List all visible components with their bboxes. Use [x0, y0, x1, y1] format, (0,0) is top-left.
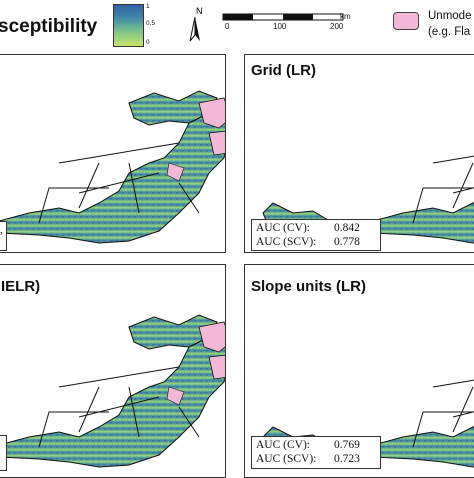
unmodelled-swatch	[393, 12, 419, 30]
susceptibility-map-bottom-left	[0, 314, 225, 468]
unmodelled-example-label: (e.g. Fla	[428, 26, 471, 38]
auc-scv-value: 0.778	[334, 236, 360, 248]
auc-box-fragment: ,	[0, 221, 7, 251]
unmodelled-label: Unmode	[428, 10, 472, 22]
susceptibility-colorbar	[113, 4, 144, 47]
auc-scv-value: 0.723	[334, 453, 360, 465]
susceptibility-map-top-left	[0, 90, 225, 244]
panel-grid-lr: Grid (LR) AUC (CV): 0.842 AUC (SCV): 0.778	[244, 54, 474, 253]
auc-scv-label: AUC (SCV):	[256, 453, 317, 465]
auc-box-grid-lr: AUC (CV): 0.842 AUC (SCV): 0.778	[251, 219, 381, 251]
scale-tick-100: 100	[273, 22, 287, 31]
panel-slope-units-lr: Slope units (LR) AUC (CV): 0.769 AUC (SCV…	[244, 264, 474, 478]
scale-tick-0: 0	[225, 22, 230, 31]
north-arrow-icon: N	[189, 6, 203, 42]
auc-cv-label: AUC (CV):	[256, 439, 310, 451]
scale-unit: km	[340, 12, 351, 21]
auc-box-fragment-bottom	[0, 435, 7, 471]
colorbar-tick-high: 1	[146, 3, 150, 10]
panel-title-slope-units-lr: Slope units (LR)	[251, 278, 366, 295]
north-label: N	[196, 6, 203, 16]
panel-top-left: ,	[0, 54, 226, 253]
scale-tick-200: 200	[330, 22, 344, 31]
auc-cv-value: 0.769	[334, 439, 360, 451]
auc-box-slope-units-lr: AUC (CV): 0.769 AUC (SCV): 0.723	[251, 436, 381, 469]
auc-cv-label: AUC (CV):	[256, 222, 310, 234]
auc-cv-value: 0.842	[334, 222, 360, 234]
auc-scv-label: AUC (SCV):	[256, 236, 317, 248]
panel-title-bottom-left: IELR)	[1, 278, 41, 295]
legend-title: sceptibility	[0, 16, 98, 37]
colorbar-tick-low: 0	[146, 39, 150, 46]
auc-box-fragment-text: ,	[0, 224, 3, 236]
colorbar-tick-mid: 0.5	[146, 20, 156, 27]
scale-bar	[222, 13, 344, 21]
panel-bottom-left: IELR)	[0, 264, 226, 478]
panel-title-grid-lr: Grid (LR)	[251, 62, 316, 79]
